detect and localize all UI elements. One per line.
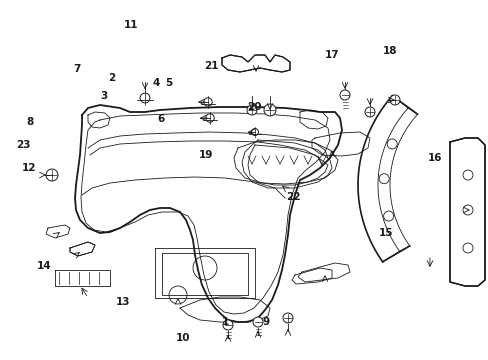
- Text: 14: 14: [37, 261, 51, 271]
- Text: 19: 19: [199, 150, 213, 160]
- Text: 16: 16: [427, 153, 442, 163]
- Text: 1: 1: [222, 317, 229, 327]
- Text: 9: 9: [263, 317, 269, 327]
- Text: 13: 13: [116, 297, 130, 307]
- Circle shape: [264, 104, 275, 116]
- Text: 22: 22: [285, 192, 300, 202]
- Text: 2: 2: [108, 73, 115, 84]
- Text: 17: 17: [325, 50, 339, 60]
- Text: 11: 11: [123, 20, 138, 30]
- Circle shape: [389, 95, 399, 105]
- Circle shape: [364, 107, 374, 117]
- Circle shape: [252, 317, 263, 327]
- Text: 20: 20: [246, 102, 261, 112]
- Text: 6: 6: [158, 114, 164, 124]
- Text: 15: 15: [378, 228, 393, 238]
- Text: 12: 12: [22, 163, 37, 174]
- Text: 5: 5: [165, 78, 172, 88]
- Text: 3: 3: [101, 91, 107, 102]
- Circle shape: [223, 320, 232, 330]
- Circle shape: [246, 105, 257, 115]
- Polygon shape: [70, 242, 95, 256]
- Polygon shape: [222, 55, 289, 72]
- Polygon shape: [449, 138, 484, 286]
- Circle shape: [339, 90, 349, 100]
- Text: 21: 21: [203, 60, 218, 71]
- Text: 8: 8: [27, 117, 34, 127]
- Circle shape: [251, 129, 258, 135]
- Circle shape: [46, 169, 58, 181]
- Circle shape: [140, 93, 150, 103]
- Text: 23: 23: [16, 140, 31, 150]
- Circle shape: [203, 98, 212, 106]
- Text: 4: 4: [152, 78, 160, 88]
- Text: 10: 10: [176, 333, 190, 343]
- Text: 18: 18: [382, 46, 397, 56]
- Circle shape: [283, 313, 292, 323]
- Text: 7: 7: [73, 64, 81, 74]
- Circle shape: [205, 114, 214, 122]
